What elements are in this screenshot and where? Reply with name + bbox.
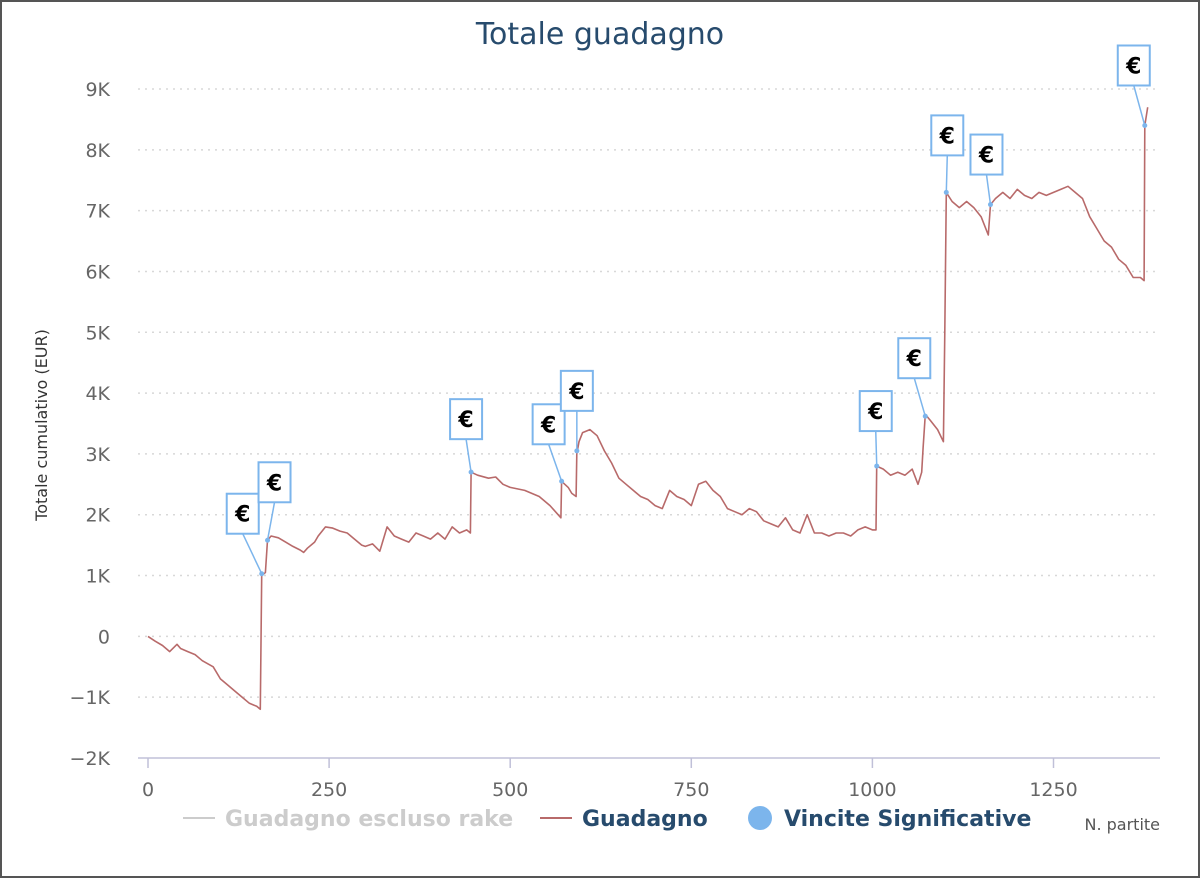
- x-tick-label: 0: [142, 779, 154, 801]
- flag-box: [858, 390, 893, 433]
- legend-item: Vincite Significative: [748, 806, 1031, 832]
- legend-label: Vincite Significative: [784, 807, 1031, 832]
- significant-win-flag: €: [969, 133, 1004, 208]
- flag-stem: [985, 174, 992, 205]
- flag-label: €: [540, 413, 556, 438]
- y-tick-label: 3K: [85, 444, 110, 466]
- y-tick-label: 0: [98, 626, 110, 648]
- series-layer: [147, 107, 1149, 711]
- flag-box: [257, 461, 292, 504]
- y-tick-label: 1K: [85, 566, 110, 588]
- series-line-guadagno: [147, 107, 1149, 711]
- significant-win-flag: €: [531, 403, 566, 484]
- significant-win-flag: €: [930, 114, 965, 195]
- significant-win-marker: [1142, 122, 1148, 128]
- significant-win-marker: [987, 202, 993, 208]
- flag-box: [897, 337, 932, 380]
- flag-stem: [465, 439, 472, 473]
- flag-box: [930, 114, 965, 157]
- flag-stem: [945, 155, 949, 193]
- significant-win-marker: [922, 413, 928, 419]
- significant-win-flag: €: [225, 492, 265, 577]
- flag-label: €: [457, 408, 473, 433]
- y-axis-ticks: −2K −1K 0 1K 2K 3K 4K 5K 6K 7K 8K 9K: [70, 79, 111, 770]
- flag-box: [225, 492, 260, 535]
- significant-win-marker: [259, 571, 265, 577]
- y-axis-title: Totale cumulativo (EUR): [32, 329, 51, 522]
- x-tick-label: 1250: [1029, 779, 1077, 801]
- flag-label: €: [568, 380, 584, 405]
- flag-stem: [1133, 85, 1146, 126]
- significant-win-marker: [574, 448, 580, 454]
- legend-item: Guadagno escluso rake: [183, 807, 513, 832]
- flag-label: €: [978, 144, 994, 169]
- flag-stem: [547, 444, 563, 482]
- significant-win-flag: €: [559, 369, 594, 454]
- y-tick-label: 8K: [85, 140, 110, 162]
- significant-win-flag: €: [858, 390, 893, 469]
- flag-label: €: [939, 124, 955, 149]
- legend-label: Guadagno escluso rake: [225, 807, 513, 832]
- x-tick-label: 250: [311, 779, 347, 801]
- flag-label: €: [867, 400, 883, 425]
- flag-box: [969, 133, 1004, 176]
- significant-win-marker: [943, 189, 949, 195]
- significant-win-marker: [559, 478, 565, 484]
- flag-box: [531, 403, 566, 446]
- flag-stem: [913, 377, 927, 417]
- y-tick-label: 6K: [85, 261, 110, 283]
- significant-win-flag: €: [257, 461, 292, 543]
- x-tick-label: 750: [673, 779, 709, 801]
- flag-stem: [266, 502, 276, 541]
- flag-label: €: [1125, 54, 1141, 79]
- chart-title: Totale guadagno: [475, 17, 724, 52]
- flag-layer: € € € € € € € € € €: [225, 44, 1151, 577]
- significant-win-marker: [874, 463, 880, 469]
- y-tick-label: 2K: [85, 505, 110, 527]
- y-tick-label: 9K: [85, 79, 110, 101]
- significant-win-flag: €: [449, 398, 484, 475]
- significant-win-marker: [265, 537, 271, 543]
- x-axis-ticks: 0 250 500 750 1000 1250: [142, 758, 1078, 801]
- flag-label: €: [266, 471, 282, 496]
- flag-box: [559, 369, 594, 412]
- flag-stem: [874, 431, 878, 467]
- y-tick-label: 7K: [85, 201, 110, 223]
- flag-stem: [242, 533, 263, 575]
- legend-item: Guadagno: [540, 807, 708, 832]
- flag-label: €: [234, 503, 250, 528]
- legend-label: Guadagno: [582, 807, 708, 832]
- x-tick-label: 500: [492, 779, 528, 801]
- significant-win-flag: €: [897, 337, 932, 419]
- x-axis-title: N. partite: [1084, 815, 1160, 834]
- significant-win-marker: [468, 469, 474, 475]
- flag-label: €: [906, 347, 922, 372]
- flag-box: [449, 398, 484, 441]
- y-tick-label: 4K: [85, 383, 110, 405]
- y-tick-label: −2K: [70, 748, 111, 770]
- legend: Guadagno escluso rake Guadagno Vincite Sig…: [183, 806, 1031, 832]
- x-tick-label: 1000: [848, 779, 896, 801]
- legend-swatch: [748, 806, 772, 830]
- grid-lines: [138, 88, 1160, 759]
- flag-box: [1116, 44, 1151, 87]
- y-tick-label: 5K: [85, 322, 110, 344]
- y-tick-label: −1K: [70, 687, 111, 709]
- significant-win-flag: €: [1116, 44, 1151, 128]
